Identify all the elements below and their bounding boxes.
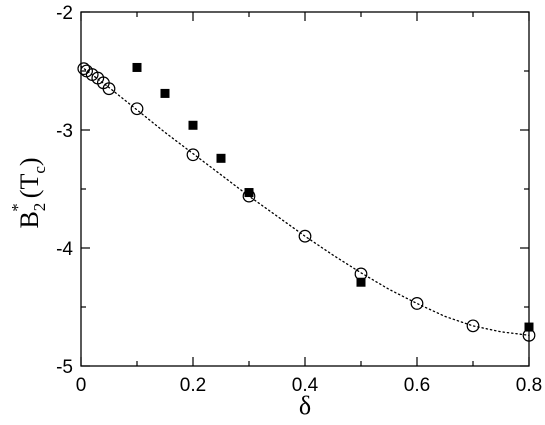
plot-marks (77, 62, 536, 342)
y-tick-label: -5 (56, 357, 73, 378)
x-tick-label: 0.8 (516, 375, 542, 396)
circle-point (102, 82, 116, 96)
fit-curve (80, 65, 530, 336)
circle-point (242, 189, 256, 203)
y-tick-label: -4 (56, 239, 73, 260)
y-axis-label: B2*(Tc) (8, 157, 49, 228)
square-point (132, 62, 142, 72)
plot-frame (80, 11, 530, 367)
circle-point (77, 62, 91, 76)
y-tick-label: -2 (56, 3, 73, 24)
circle-point (186, 148, 200, 162)
x-tick-label: 0.4 (292, 375, 319, 396)
axes (80, 11, 530, 367)
circle-point (466, 319, 480, 333)
circle-point (410, 297, 424, 310)
circle-point (354, 267, 368, 281)
y-tick-label: -3 (56, 121, 73, 142)
circle-point (130, 102, 144, 116)
square-point (216, 153, 226, 163)
square-point (160, 88, 170, 98)
square-point (356, 277, 366, 287)
svg-text:B2*(Tc): B2*(Tc) (8, 157, 49, 228)
square-point (188, 120, 198, 130)
circle-point (298, 229, 312, 243)
x-tick-label: 0.2 (180, 375, 206, 396)
square-point (244, 188, 254, 198)
x-axis-label: δ (299, 391, 311, 420)
x-tick-label: 0 (76, 375, 87, 396)
x-tick-label: 0.6 (404, 375, 430, 396)
axis-labels: 0 0.2 0.4 0.6 0.8 -5 -4 -3 -2 δ B2*(Tc) (8, 3, 542, 420)
